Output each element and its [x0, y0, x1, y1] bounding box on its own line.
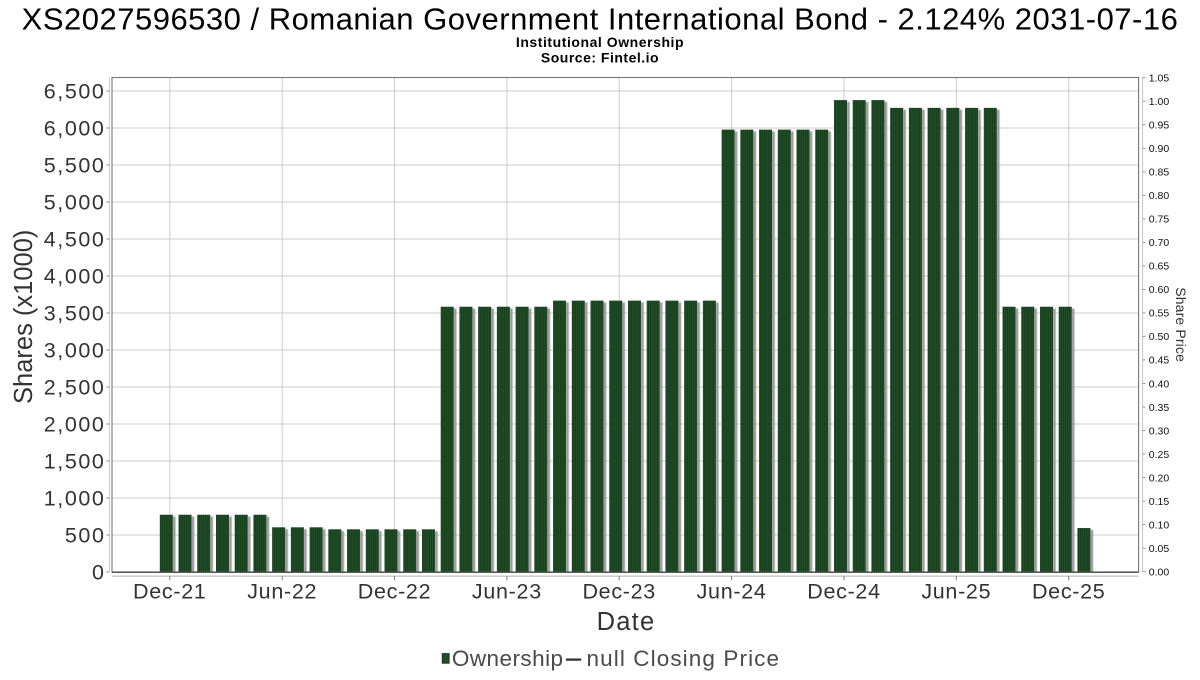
svg-text:0.30: 0.30 [1149, 425, 1170, 437]
svg-text:Shares (x1000): Shares (x1000) [10, 230, 38, 404]
svg-text:0.80: 0.80 [1149, 190, 1170, 202]
svg-text:0.35: 0.35 [1149, 402, 1170, 414]
svg-text:Jun-24: Jun-24 [697, 580, 767, 604]
svg-text:3,000: 3,000 [44, 339, 106, 363]
svg-text:Dec-24: Dec-24 [807, 580, 881, 604]
svg-text:0: 0 [92, 561, 106, 585]
svg-text:Jun-25: Jun-25 [921, 580, 991, 604]
svg-text:0.40: 0.40 [1149, 378, 1170, 390]
svg-text:Dec-25: Dec-25 [1032, 580, 1106, 604]
svg-text:0.60: 0.60 [1149, 284, 1170, 296]
svg-text:5,500: 5,500 [44, 154, 106, 178]
svg-text:0.90: 0.90 [1149, 143, 1170, 155]
svg-text:0.50: 0.50 [1149, 331, 1170, 343]
svg-text:Dec-21: Dec-21 [133, 580, 207, 604]
svg-text:Jun-23: Jun-23 [472, 580, 542, 604]
svg-text:XS2027596530 / Romanian Govern: XS2027596530 / Romanian Government Inter… [22, 2, 1179, 37]
svg-text:0.05: 0.05 [1149, 543, 1170, 555]
svg-text:1,500: 1,500 [44, 450, 106, 474]
svg-text:1.05: 1.05 [1149, 73, 1170, 85]
svg-text:Dec-22: Dec-22 [358, 580, 432, 604]
svg-text:0.25: 0.25 [1149, 449, 1170, 461]
svg-text:1.00: 1.00 [1149, 96, 1170, 108]
svg-text:5,000: 5,000 [44, 191, 106, 215]
svg-text:0.20: 0.20 [1149, 472, 1170, 484]
svg-text:0.65: 0.65 [1149, 261, 1170, 273]
svg-text:6,500: 6,500 [44, 80, 106, 104]
svg-text:1,000: 1,000 [44, 487, 106, 511]
svg-text:0.45: 0.45 [1149, 355, 1170, 367]
svg-text:Institutional Ownership: Institutional Ownership [516, 34, 684, 50]
svg-text:Source: Fintel.io: Source: Fintel.io [541, 50, 659, 66]
svg-text:3,500: 3,500 [44, 302, 106, 326]
svg-text:0.70: 0.70 [1149, 237, 1170, 249]
svg-text:0.95: 0.95 [1149, 120, 1170, 132]
svg-text:500: 500 [65, 524, 106, 548]
svg-text:Jun-22: Jun-22 [247, 580, 317, 604]
svg-text:4,000: 4,000 [44, 265, 106, 289]
svg-text:2,500: 2,500 [44, 376, 106, 400]
svg-text:4,500: 4,500 [44, 228, 106, 252]
svg-text:null Closing Price: null Closing Price [587, 646, 781, 671]
svg-text:Share Price: Share Price [1173, 287, 1189, 362]
svg-text:6,000: 6,000 [44, 117, 106, 141]
svg-text:Date: Date [597, 608, 656, 636]
svg-text:0.85: 0.85 [1149, 167, 1170, 179]
svg-text:2,000: 2,000 [44, 413, 106, 437]
svg-text:Ownership: Ownership [452, 646, 564, 671]
svg-text:0.10: 0.10 [1149, 519, 1170, 531]
svg-text:0.75: 0.75 [1149, 214, 1170, 226]
svg-text:0.55: 0.55 [1149, 308, 1170, 320]
svg-text:0.15: 0.15 [1149, 496, 1170, 508]
svg-text:Dec-23: Dec-23 [582, 580, 656, 604]
svg-text:0.00: 0.00 [1149, 566, 1170, 578]
